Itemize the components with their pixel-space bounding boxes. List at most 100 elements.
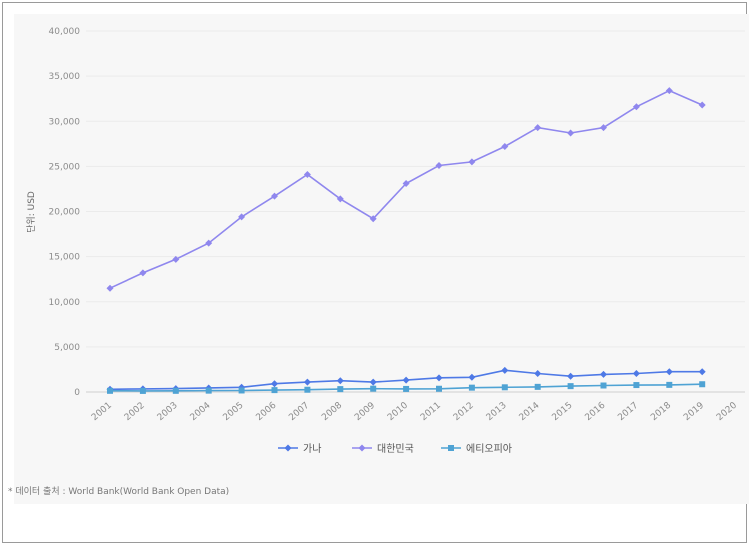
data-point[interactable] bbox=[205, 387, 212, 394]
data-point[interactable] bbox=[336, 195, 344, 203]
data-point[interactable] bbox=[436, 385, 442, 392]
legend-label: 가나 bbox=[303, 443, 321, 455]
data-point[interactable] bbox=[238, 213, 246, 221]
data-point[interactable] bbox=[665, 368, 673, 376]
x-tick-label: 2011 bbox=[419, 401, 443, 423]
data-point[interactable] bbox=[205, 239, 213, 247]
data-point[interactable] bbox=[107, 387, 113, 394]
data-point[interactable] bbox=[534, 369, 542, 377]
data-point[interactable] bbox=[370, 385, 377, 392]
data-point[interactable] bbox=[402, 376, 410, 384]
data-point[interactable] bbox=[468, 373, 476, 381]
y-tick-label: 15,000 bbox=[49, 253, 81, 263]
x-tick-label: 2006 bbox=[254, 400, 278, 423]
data-point[interactable] bbox=[632, 103, 640, 111]
x-tick-label: 2002 bbox=[123, 401, 147, 423]
data-point[interactable] bbox=[172, 387, 179, 394]
data-point[interactable] bbox=[303, 170, 311, 178]
chart-panel bbox=[14, 14, 749, 504]
data-point[interactable] bbox=[336, 377, 344, 385]
y-tick-label: 35,000 bbox=[49, 72, 81, 82]
legend-label: 대한민국 bbox=[377, 443, 414, 455]
y-axis-ticks: 0 5,000 10,000 15,000 20,000 25,000 30,000 35,0… bbox=[49, 27, 81, 398]
data-point[interactable] bbox=[501, 384, 508, 391]
y-tick-label: 0 bbox=[74, 388, 80, 398]
y-tick-label: 40,000 bbox=[49, 27, 81, 37]
x-tick-label: 2003 bbox=[156, 401, 180, 423]
x-tick-label: 2008 bbox=[320, 400, 344, 423]
legend-item[interactable]: 가나 bbox=[278, 443, 321, 455]
data-point[interactable] bbox=[337, 386, 344, 393]
y-tick-label: 30,000 bbox=[49, 117, 81, 127]
data-point[interactable] bbox=[567, 129, 575, 137]
x-tick-label: 2016 bbox=[583, 400, 607, 423]
data-point[interactable] bbox=[358, 444, 366, 452]
data-point[interactable] bbox=[633, 382, 640, 389]
data-point[interactable] bbox=[284, 444, 292, 452]
data-point[interactable] bbox=[139, 269, 147, 277]
data-point[interactable] bbox=[698, 368, 706, 376]
data-point[interactable] bbox=[403, 385, 410, 392]
data-point[interactable] bbox=[501, 143, 509, 151]
x-tick-label: 2001 bbox=[90, 401, 114, 423]
data-point[interactable] bbox=[468, 158, 476, 166]
data-point[interactable] bbox=[303, 378, 311, 386]
data-point[interactable] bbox=[238, 387, 245, 394]
data-point[interactable] bbox=[666, 381, 673, 388]
legend-label: 에티오피아 bbox=[466, 443, 512, 455]
data-point[interactable] bbox=[139, 387, 146, 394]
data-point[interactable] bbox=[172, 255, 180, 263]
data-point[interactable] bbox=[448, 445, 454, 451]
data-point[interactable] bbox=[567, 372, 575, 380]
x-tick-label: 2019 bbox=[682, 400, 706, 423]
series-group bbox=[106, 87, 706, 394]
y-tick-label: 20,000 bbox=[49, 208, 81, 218]
data-point[interactable] bbox=[369, 215, 377, 223]
y-tick-label: 25,000 bbox=[49, 162, 81, 172]
x-tick-label: 2018 bbox=[649, 400, 673, 423]
data-point[interactable] bbox=[534, 383, 541, 390]
x-tick-label: 2004 bbox=[189, 400, 213, 423]
data-point[interactable] bbox=[501, 366, 509, 374]
data-point[interactable] bbox=[304, 386, 311, 393]
data-point[interactable] bbox=[369, 378, 377, 386]
y-tick-label: 5,000 bbox=[54, 343, 80, 353]
legend-item[interactable]: 대한민국 bbox=[352, 443, 414, 455]
data-point[interactable] bbox=[402, 180, 410, 188]
data-source-note: * 데이터 출처 : World Bank(World Bank Open Da… bbox=[8, 487, 230, 497]
data-point[interactable] bbox=[567, 383, 574, 390]
data-point[interactable] bbox=[699, 381, 706, 388]
data-point[interactable] bbox=[698, 101, 706, 109]
series-1 bbox=[106, 87, 706, 292]
y-axis-label: 단위: USD bbox=[26, 191, 37, 233]
x-tick-label: 2010 bbox=[386, 400, 410, 423]
x-tick-label: 2014 bbox=[518, 400, 542, 423]
data-point[interactable] bbox=[435, 161, 443, 169]
x-axis-ticks: 2001 2002 2003 2004 2005 2006 2007 2008 2009 2010… bbox=[90, 400, 739, 423]
legend-item[interactable]: 에티오피아 bbox=[441, 443, 512, 455]
data-point[interactable] bbox=[632, 369, 640, 377]
x-tick-label: 2020 bbox=[715, 400, 739, 423]
x-tick-label: 2017 bbox=[616, 401, 640, 423]
series-line bbox=[109, 89, 703, 289]
x-tick-label: 2012 bbox=[452, 401, 476, 423]
x-tick-label: 2013 bbox=[485, 401, 509, 423]
data-point[interactable] bbox=[600, 382, 607, 389]
data-point[interactable] bbox=[665, 87, 673, 95]
legend: 가나 대한민국 에티오피아 bbox=[278, 443, 512, 455]
x-tick-label: 2007 bbox=[287, 401, 311, 423]
data-point[interactable] bbox=[271, 387, 278, 394]
data-point[interactable] bbox=[271, 192, 278, 200]
grid-lines bbox=[86, 30, 745, 393]
data-point[interactable] bbox=[600, 370, 607, 378]
data-point[interactable] bbox=[435, 374, 443, 382]
data-point[interactable] bbox=[600, 124, 607, 132]
x-tick-label: 2009 bbox=[353, 400, 377, 423]
data-point[interactable] bbox=[468, 384, 475, 391]
data-point[interactable] bbox=[271, 380, 278, 388]
y-tick-label: 10,000 bbox=[49, 298, 81, 308]
data-point[interactable] bbox=[106, 284, 114, 292]
x-tick-label: 2005 bbox=[222, 401, 246, 423]
data-point[interactable] bbox=[534, 124, 542, 132]
